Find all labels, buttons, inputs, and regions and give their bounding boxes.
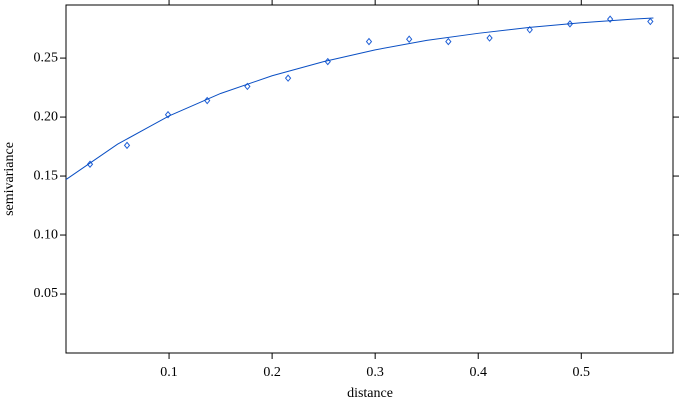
data-point bbox=[647, 17, 654, 26]
x-axis-label: distance bbox=[347, 386, 393, 400]
y-tick-label: 0.05 bbox=[34, 286, 59, 301]
data-point bbox=[324, 57, 331, 66]
data-point bbox=[123, 141, 131, 150]
y-tick-label: 0.10 bbox=[34, 227, 59, 242]
y-tick-label: 0.20 bbox=[34, 109, 59, 124]
y-tick-label: 0.25 bbox=[34, 50, 59, 65]
y-tick-label: 0.15 bbox=[34, 168, 59, 183]
data-point bbox=[406, 35, 413, 43]
y-axis-label: semivariance bbox=[2, 142, 17, 216]
x-tick-label: 0.2 bbox=[263, 365, 281, 380]
x-tick-label: 0.5 bbox=[573, 365, 591, 380]
data-point bbox=[526, 25, 533, 34]
data-point bbox=[606, 15, 614, 23]
x-tick-label: 0.3 bbox=[366, 365, 384, 380]
x-tick-label: 0.1 bbox=[160, 365, 178, 380]
data-point bbox=[164, 110, 172, 119]
data-point bbox=[365, 37, 373, 46]
fit-line bbox=[65, 17, 654, 181]
data-point bbox=[284, 74, 292, 82]
x-tick-label: 0.4 bbox=[469, 365, 487, 380]
data-point bbox=[566, 20, 574, 28]
data-point bbox=[445, 37, 452, 46]
data-point bbox=[86, 160, 94, 169]
plot-frame bbox=[65, 4, 674, 354]
data-point bbox=[486, 34, 493, 42]
data-point bbox=[244, 82, 251, 91]
